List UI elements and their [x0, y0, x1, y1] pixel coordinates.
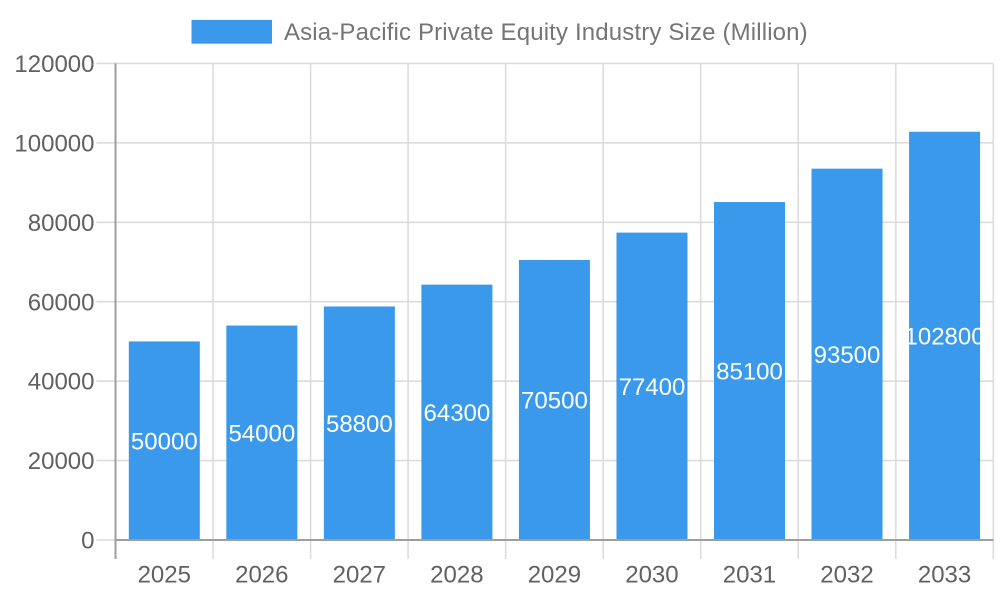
svg-text:20000: 20000	[28, 448, 95, 475]
svg-text:85100: 85100	[716, 359, 783, 386]
svg-text:77400: 77400	[619, 374, 686, 401]
svg-text:50000: 50000	[131, 428, 198, 455]
svg-text:2032: 2032	[820, 562, 873, 589]
svg-text:2028: 2028	[430, 562, 483, 589]
svg-text:2025: 2025	[138, 562, 191, 589]
svg-text:93500: 93500	[814, 342, 881, 369]
svg-text:Asia-Pacific Private Equity In: Asia-Pacific Private Equity Industry Siz…	[284, 19, 808, 46]
svg-text:2031: 2031	[723, 562, 776, 589]
svg-text:2029: 2029	[528, 562, 581, 589]
svg-text:120000: 120000	[14, 51, 94, 78]
svg-text:64300: 64300	[424, 400, 491, 427]
svg-text:58800: 58800	[326, 411, 393, 438]
svg-text:60000: 60000	[28, 289, 95, 316]
svg-text:2027: 2027	[333, 562, 386, 589]
svg-text:40000: 40000	[28, 369, 95, 396]
svg-text:2030: 2030	[625, 562, 678, 589]
svg-text:54000: 54000	[228, 420, 295, 447]
svg-text:102800: 102800	[905, 323, 985, 350]
svg-text:100000: 100000	[14, 130, 94, 157]
svg-text:2033: 2033	[918, 562, 971, 589]
svg-text:2026: 2026	[235, 562, 288, 589]
svg-text:80000: 80000	[28, 210, 95, 237]
svg-text:70500: 70500	[521, 388, 588, 415]
svg-text:0: 0	[81, 528, 94, 555]
